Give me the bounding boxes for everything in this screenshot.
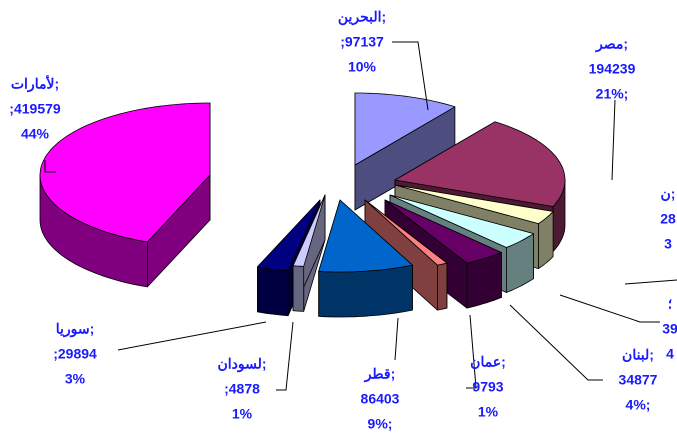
slice-top [39,102,211,243]
slice-top [384,199,502,264]
slice-amount: ;419579 [9,101,61,117]
slice-side [436,262,448,311]
slice-amount: 39 [662,321,677,337]
slice-side [256,266,289,317]
slice-percent: 21%; [596,86,629,102]
slice [292,194,326,312]
slice-top [318,199,413,273]
slice-name: عمان; [470,354,506,370]
slice-name: قطر; [364,366,396,383]
slice-amount: 9793 [472,379,503,395]
slice-percent: 9%; [368,416,393,432]
slice-name: مصر; [595,36,628,53]
slice-top [394,184,554,225]
slice-top [292,194,326,267]
leader-line [394,317,399,361]
leader-line [466,314,477,389]
slice-top [354,92,456,166]
slice-percent: 3% [65,371,86,387]
slice-amount: 86403 [361,391,400,407]
slice-percent: 1% [478,404,499,420]
slice-amount: 28 [660,211,676,227]
slice-top [394,121,566,207]
slice-amount: 194239 [589,61,636,77]
slice-amount: ;4878 [224,381,260,397]
slice-name: سوريا; [56,321,95,338]
slice-amount: 34877 [619,372,658,388]
slice-top [256,199,321,272]
leader-line [624,279,677,285]
leader-line [611,99,616,181]
leader-line [117,321,267,351]
slice-name: ن; [661,186,676,202]
slice [354,92,456,211]
slice [39,102,211,288]
slice-name: لبنان; [622,347,654,363]
leader-line [44,160,56,173]
slice-name: لسودان; [217,356,266,373]
leader-line [559,294,660,323]
slice-top [389,194,534,248]
slice-name: ؛ [668,296,672,312]
slice-side [318,264,413,318]
slice-top [364,199,448,266]
slice-percent: 44% [21,126,50,142]
slice-amount: ;97137 [340,34,384,50]
slice-percent: 4 [666,346,674,362]
leader-line [509,304,603,381]
leader-line [276,321,294,391]
leader-line [392,41,429,111]
slice-amount: ;29894 [53,346,97,362]
slice-name: البحرين; [338,9,386,26]
slice-percent: 1% [232,406,253,422]
slice-percent: 4%; [626,397,651,413]
slice [318,199,413,318]
slice-percent: 3 [664,236,672,252]
slice-percent: 10% [348,59,377,75]
slice-side [292,265,305,312]
slice-name: لأمارات; [11,75,59,93]
